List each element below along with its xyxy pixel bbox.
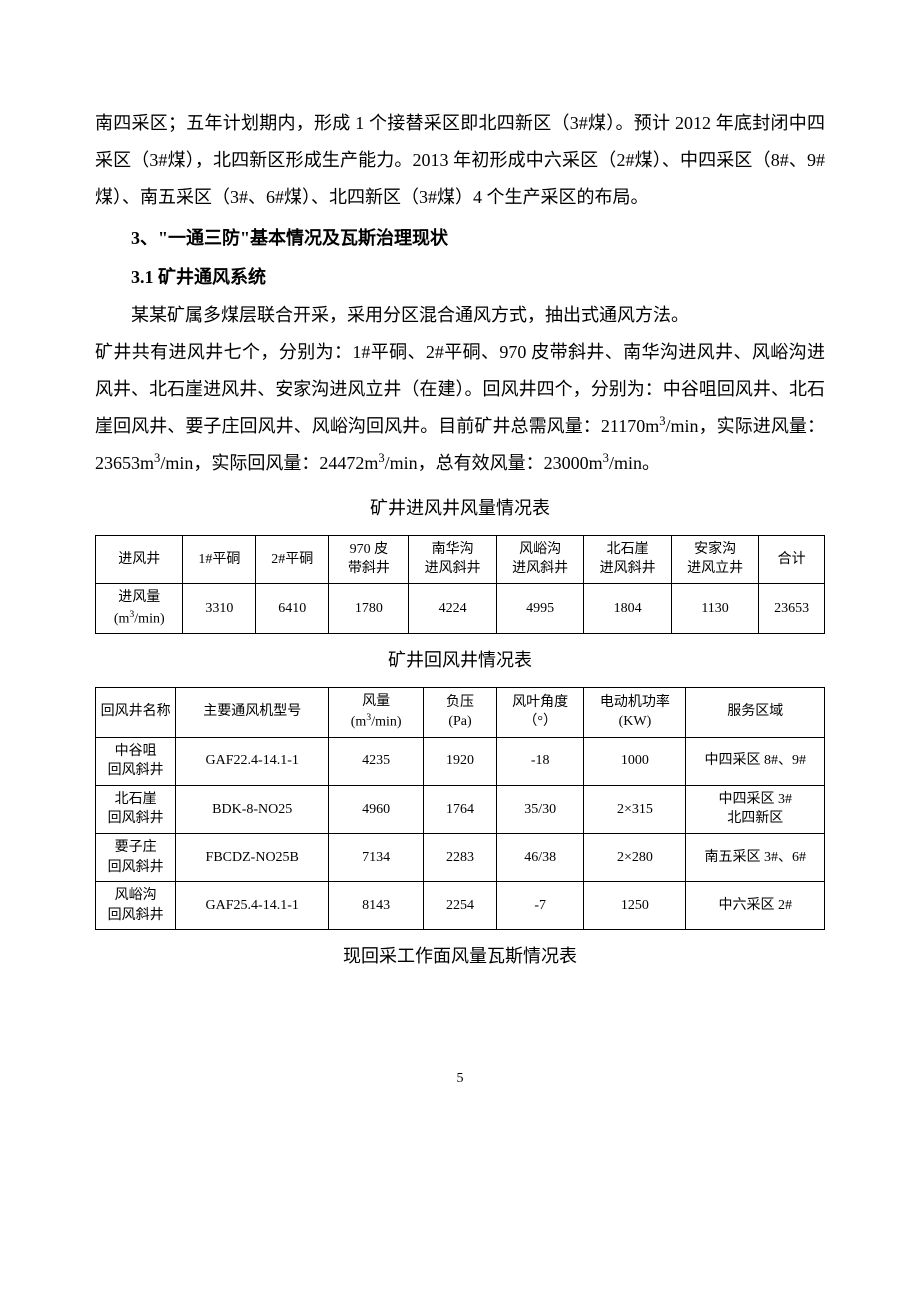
table-header: 回风井名称 <box>96 687 176 737</box>
table-cell: 1920 <box>424 737 497 785</box>
table-cell: 南五采区 3#、6# <box>686 833 825 881</box>
table-cell: 35/30 <box>496 785 583 833</box>
table-header: 1#平硐 <box>183 535 256 583</box>
table-header: 进风井 <box>96 535 183 583</box>
table-cell: 1780 <box>329 583 409 633</box>
table-cell: -7 <box>496 882 583 930</box>
paragraph-2a: 某某矿属多煤层联合开采，采用分区混合通风方式，抽出式通风方法。 <box>95 297 825 334</box>
table-row: 要子庄回风斜井 FBCDZ-NO25B 7134 2283 46/38 2×28… <box>96 833 825 881</box>
table3-caption: 现回采工作面风量瓦斯情况表 <box>95 938 825 975</box>
table-cell: 2283 <box>424 833 497 881</box>
paragraph-1: 南四采区；五年计划期内，形成 1 个接替采区即北四新区（3#煤）。预计 2012… <box>95 105 825 216</box>
table-header: 主要通风机型号 <box>176 687 329 737</box>
table1-caption: 矿井进风井风量情况表 <box>95 490 825 527</box>
c3-post: /min) <box>371 715 401 730</box>
table-cell: 6410 <box>256 583 329 633</box>
table-header: 合计 <box>759 535 825 583</box>
page-number: 5 <box>95 1065 825 1094</box>
table-row: 进风井 1#平硐 2#平硐 970 皮带斜井 南华沟进风斜井 风峪沟进风斜井 北… <box>96 535 825 583</box>
table-cell: 1000 <box>584 737 686 785</box>
table-cell: 要子庄回风斜井 <box>96 833 176 881</box>
table-cell: 2×315 <box>584 785 686 833</box>
table-header: 2#平硐 <box>256 535 329 583</box>
table-header: 南华沟进风斜井 <box>409 535 496 583</box>
p2b-end: /min。 <box>609 453 660 473</box>
table-header: 电动机功率(KW) <box>584 687 686 737</box>
table-cell: 1804 <box>584 583 671 633</box>
table-cell: 中谷咀回风斜井 <box>96 737 176 785</box>
paragraph-2b: 矿井共有进风井七个，分别为：1#平硐、2#平硐、970 皮带斜井、南华沟进风井、… <box>95 334 825 482</box>
table-cell: FBCDZ-NO25B <box>176 833 329 881</box>
table-header: 风量(m3/min) <box>329 687 424 737</box>
table-cell: 中四采区 8#、9# <box>686 737 825 785</box>
table-cell: GAF22.4-14.1-1 <box>176 737 329 785</box>
heading-section-3: 3、"一通三防"基本情况及瓦斯治理现状 <box>95 220 825 257</box>
table-header: 风峪沟进风斜井 <box>496 535 583 583</box>
table-cell: 1250 <box>584 882 686 930</box>
table-cell: GAF25.4-14.1-1 <box>176 882 329 930</box>
table-cell: 中六采区 2# <box>686 882 825 930</box>
table-cell: 4224 <box>409 583 496 633</box>
table-row: 回风井名称 主要通风机型号 风量(m3/min) 负压(Pa) 风叶角度（°） … <box>96 687 825 737</box>
table-cell: -18 <box>496 737 583 785</box>
table-cell: 7134 <box>329 833 424 881</box>
p2b-mid2: /min，实际回风量：24472m <box>160 453 378 473</box>
table-row: 北石崖回风斜井 BDK-8-NO25 4960 1764 35/30 2×315… <box>96 785 825 833</box>
table-cell: 1764 <box>424 785 497 833</box>
p2b-mid3: /min，总有效风量：23000m <box>385 453 603 473</box>
table-cell: 46/38 <box>496 833 583 881</box>
table-header: 安家沟进风立井 <box>671 535 758 583</box>
table-cell: BDK-8-NO25 <box>176 785 329 833</box>
table-cell: 2×280 <box>584 833 686 881</box>
table-row: 风峪沟回风斜井 GAF25.4-14.1-1 8143 2254 -7 1250… <box>96 882 825 930</box>
row-label-post: /min) <box>134 611 164 626</box>
table-cell: 中四采区 3#北四新区 <box>686 785 825 833</box>
table-cell: 23653 <box>759 583 825 633</box>
table-cell: 进风量(m3/min) <box>96 583 183 633</box>
table-cell: 3310 <box>183 583 256 633</box>
intake-shaft-table: 进风井 1#平硐 2#平硐 970 皮带斜井 南华沟进风斜井 风峪沟进风斜井 北… <box>95 535 825 634</box>
table-cell: 风峪沟回风斜井 <box>96 882 176 930</box>
table-cell: 4995 <box>496 583 583 633</box>
table2-caption: 矿井回风井情况表 <box>95 642 825 679</box>
table-cell: 4960 <box>329 785 424 833</box>
table-cell: 2254 <box>424 882 497 930</box>
table-cell: 8143 <box>329 882 424 930</box>
table-cell: 1130 <box>671 583 758 633</box>
heading-section-3-1: 3.1 矿井通风系统 <box>95 259 825 296</box>
table-header: 风叶角度（°） <box>496 687 583 737</box>
return-shaft-table: 回风井名称 主要通风机型号 风量(m3/min) 负压(Pa) 风叶角度（°） … <box>95 687 825 931</box>
table-row: 中谷咀回风斜井 GAF22.4-14.1-1 4235 1920 -18 100… <box>96 737 825 785</box>
table-header: 服务区域 <box>686 687 825 737</box>
table-row: 进风量(m3/min) 3310 6410 1780 4224 4995 180… <box>96 583 825 633</box>
table-cell: 4235 <box>329 737 424 785</box>
table-header: 负压(Pa) <box>424 687 497 737</box>
table-header: 北石崖进风斜井 <box>584 535 671 583</box>
table-cell: 北石崖回风斜井 <box>96 785 176 833</box>
table-header: 970 皮带斜井 <box>329 535 409 583</box>
